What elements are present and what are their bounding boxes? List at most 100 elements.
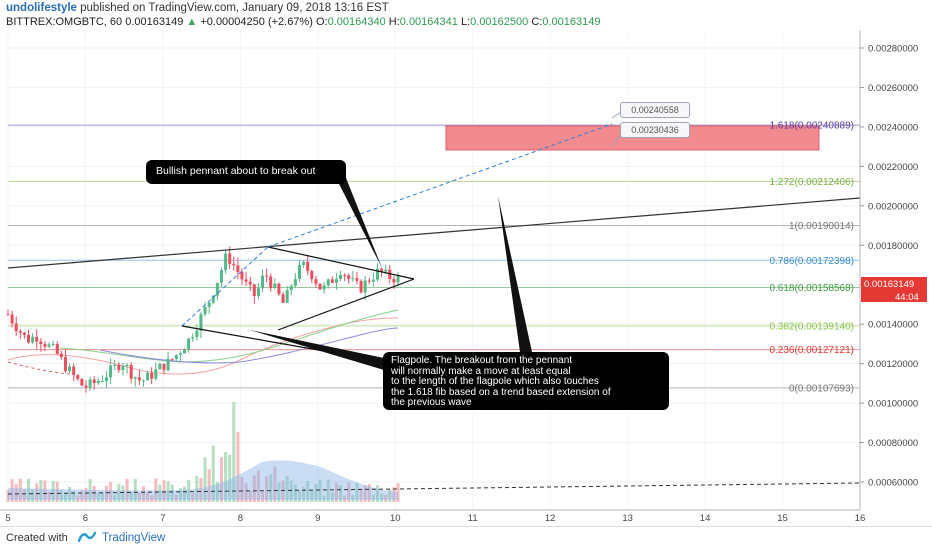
volume-bar — [178, 488, 182, 502]
volume-bar — [277, 482, 281, 502]
volume-bar — [256, 470, 260, 502]
candle-body — [72, 366, 76, 376]
price-tick-label: 0.00180000 — [868, 241, 918, 252]
candle-body — [219, 270, 223, 283]
volume-bar — [105, 485, 109, 502]
chart-header: undolifestyle published on TradingView.c… — [0, 0, 932, 30]
price-change: +0.00004250 (+2.67%) — [200, 16, 313, 28]
last-price: 0.00163149 — [125, 16, 184, 28]
candle-body — [105, 377, 109, 381]
candle-body — [252, 284, 256, 297]
candle-body — [146, 372, 150, 381]
candle-body — [31, 336, 35, 343]
candle-body — [318, 283, 322, 290]
volume-bar — [141, 486, 145, 502]
pennant-callout-text: Bullish pennant about to break out — [156, 165, 316, 177]
low-label: L: — [460, 16, 471, 28]
high-value: 0.00164341 — [399, 16, 458, 28]
candle-body — [92, 379, 96, 384]
price-chart[interactable]: 0.00280000 0.00260000 0.00240000 0.00220000… — [0, 0, 932, 526]
volume-bar — [334, 483, 338, 502]
tradingview-link[interactable]: TradingView — [102, 532, 166, 544]
candle-body — [59, 353, 63, 358]
time-tick-label: 14 — [700, 513, 711, 524]
candle-body — [125, 364, 129, 367]
pennant-callout[interactable]: Bullish pennant about to break out — [146, 160, 346, 184]
candle-body — [265, 275, 269, 277]
volume-bar — [265, 476, 269, 502]
fib-label: 0.382(0.00139140) — [769, 321, 854, 332]
volume-bar — [137, 493, 141, 502]
volume-bar — [351, 495, 355, 502]
candle-body — [51, 344, 55, 346]
price-tick-label: 0.00080000 — [868, 438, 918, 449]
candle-body — [63, 357, 67, 372]
fib-label: 0.236(0.00127121) — [769, 345, 854, 356]
volume-bar — [174, 494, 178, 502]
volume-bar — [187, 479, 191, 502]
candle-body — [330, 279, 334, 283]
volume-bar — [273, 466, 277, 502]
volume-bar — [27, 478, 31, 502]
chart-grid — [7, 30, 861, 510]
volume-bar — [297, 490, 301, 502]
candle-body — [256, 288, 260, 297]
candle-body — [244, 279, 248, 282]
volume-bar — [158, 484, 162, 502]
candle-body — [281, 294, 285, 303]
candle-body — [236, 265, 240, 273]
volume-bar — [228, 454, 232, 502]
candle-body — [68, 366, 72, 372]
volume-bar — [322, 495, 326, 502]
volume-bar — [330, 492, 334, 502]
volume-bar — [68, 486, 72, 502]
open-value: 0.00164340 — [327, 16, 386, 28]
volume-bar — [129, 491, 133, 502]
flagpole-callout[interactable]: Flagpole. The breakout from the pennant … — [383, 352, 669, 410]
fib-lines — [8, 124, 860, 389]
volume-bar — [63, 494, 67, 502]
candle-body — [199, 314, 203, 331]
projection-line — [267, 123, 613, 248]
candle-body — [154, 369, 158, 379]
flagpole-callout-pointer-left — [250, 330, 384, 370]
volume-bar — [244, 483, 248, 502]
candle-body — [166, 358, 170, 371]
volume-bar — [396, 483, 400, 502]
footer: Created with TradingView — [0, 526, 932, 551]
volume-bar — [252, 475, 256, 502]
volume-bar — [43, 480, 47, 502]
flagpole-callout-pointer — [498, 196, 532, 352]
candle-body — [326, 279, 330, 286]
volume-bar — [170, 484, 174, 502]
candle-body — [137, 377, 141, 381]
volume-bar — [261, 492, 265, 502]
candle-body — [22, 332, 26, 335]
volume-bar — [76, 495, 80, 502]
candle-body — [248, 281, 252, 285]
volume-bar — [207, 469, 211, 502]
candle-body — [240, 272, 244, 280]
candle-body — [96, 381, 100, 384]
author-link[interactable]: undolifestyle — [6, 2, 77, 14]
pennant-bottom — [277, 278, 415, 331]
candle-body — [293, 279, 297, 286]
time-tick-label: 13 — [622, 513, 633, 524]
volume-bar — [240, 476, 244, 502]
candle-body — [339, 275, 343, 279]
volume-bar — [109, 482, 113, 502]
time-axis-ticks: 5 6 7 8 9 10 11 12 13 14 15 16 — [5, 513, 865, 524]
volume-bar — [371, 494, 375, 502]
low-value: 0.00162500 — [470, 16, 529, 28]
volume-bar — [125, 478, 129, 502]
fib-label: 0(0.00107693) — [789, 383, 854, 394]
volume-bar — [150, 495, 154, 502]
candle-body — [351, 278, 355, 280]
candle-body — [289, 285, 293, 291]
candle-body — [84, 385, 88, 388]
candle-body — [232, 263, 236, 266]
dashed-support-line — [7, 482, 861, 495]
open-label: O: — [315, 16, 328, 28]
time-tick-label: 10 — [390, 513, 401, 524]
candle-body — [211, 295, 215, 303]
